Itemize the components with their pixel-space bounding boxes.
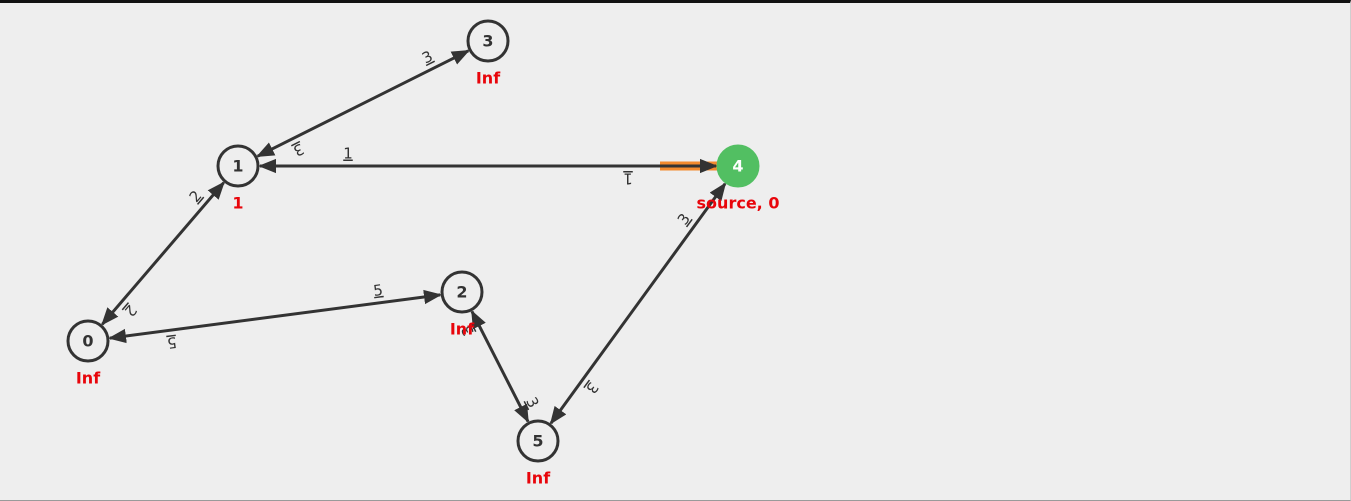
node-distance-label: Inf: [526, 469, 551, 488]
edge-weight-reverse: 1: [623, 170, 633, 188]
edge-weight-reverse: 5: [166, 333, 178, 352]
edge-weight-forward: 5: [372, 281, 384, 300]
node-label: 2: [456, 283, 467, 302]
node-label: 4: [732, 157, 743, 176]
edge-weight-reverse: 3: [582, 379, 602, 397]
edge-2-5[interactable]: [470, 309, 530, 424]
node-distance-label: Inf: [476, 69, 501, 88]
node-circle[interactable]: [466, 19, 510, 63]
node-distance-label: Inf: [450, 320, 475, 339]
edge-layer: [101, 49, 727, 425]
edge-weight-reverse: 2: [121, 301, 141, 320]
edge-weight-forward: 3: [522, 394, 542, 411]
node-circle[interactable]: [716, 144, 760, 188]
node-circle[interactable]: [440, 270, 484, 314]
node-distance-label: Inf: [76, 369, 101, 388]
node-circle[interactable]: [216, 144, 260, 188]
node-label: 5: [532, 432, 543, 451]
node-label: 1: [232, 157, 243, 176]
node-distance-label: 1: [232, 194, 243, 213]
edge-1-3[interactable]: [256, 49, 470, 158]
edge-weight-forward: 3: [419, 47, 436, 67]
node-label: 3: [482, 32, 493, 51]
edge-weight-forward: 1: [343, 145, 353, 163]
edge-weight-reverse: 3: [290, 139, 307, 159]
node-label: 0: [82, 332, 93, 351]
graph-node[interactable]: 0 Inf: [66, 319, 110, 388]
graph-node[interactable]: 2 Inf: [440, 270, 484, 339]
edge-0-1[interactable]: [101, 181, 225, 326]
edge-weight-forward: 2: [186, 187, 206, 206]
graph-node[interactable]: 3 Inf: [466, 19, 510, 88]
node-circle[interactable]: [66, 319, 110, 363]
node-distance-label: source, 0: [697, 194, 780, 213]
node-circle[interactable]: [516, 419, 560, 463]
graph-node[interactable]: 11: [216, 144, 260, 213]
edge-5-4[interactable]: [549, 182, 727, 425]
edge-weight-forward: 3: [674, 210, 694, 228]
source-node[interactable]: 4 source, 0: [697, 144, 780, 213]
edge-0-2[interactable]: [108, 289, 442, 344]
graph-node[interactable]: 5 Inf: [516, 419, 560, 488]
